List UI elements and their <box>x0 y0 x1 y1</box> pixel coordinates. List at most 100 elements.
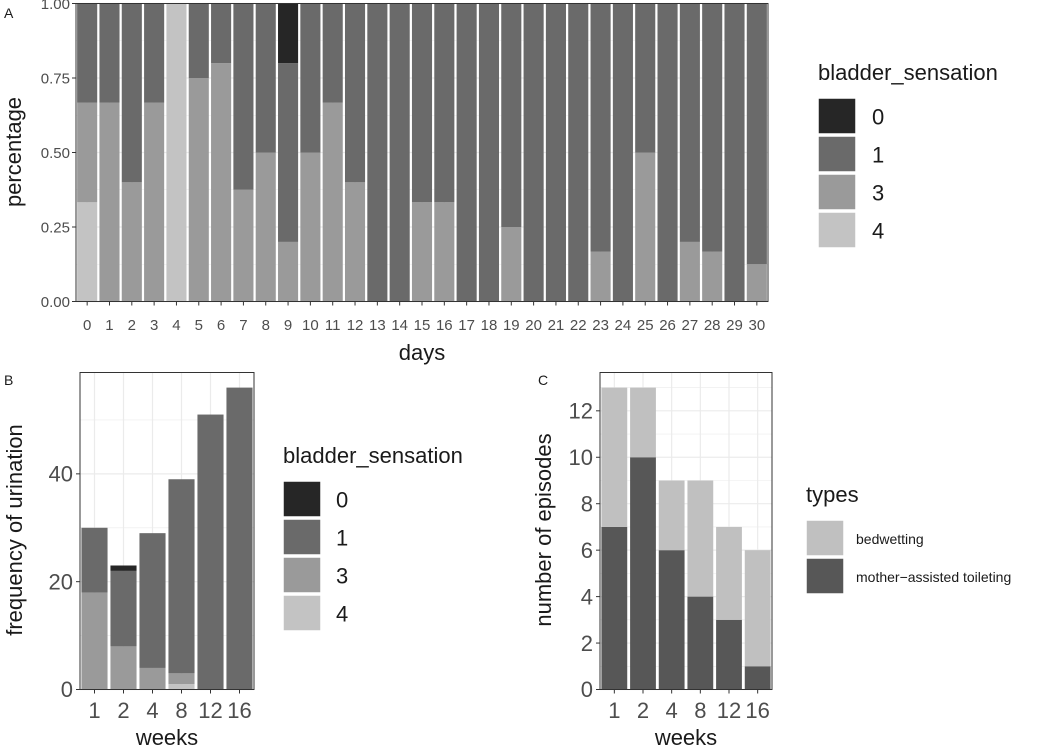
b-bar-segment-8-4 <box>168 684 195 690</box>
a-bar-segment-0-3 <box>77 102 98 203</box>
a-xtick-label: 26 <box>659 317 676 334</box>
c-xtick-label: 1 <box>608 698 620 723</box>
a-bar-segment-25-1 <box>635 3 656 153</box>
a-bar-segment-9-0 <box>278 3 299 64</box>
a-xtick-label: 22 <box>570 317 587 334</box>
a-xtick-label: 20 <box>525 317 542 334</box>
a-bar-segment-22-1 <box>568 3 589 302</box>
a-ytick-label: 0.50 <box>41 145 70 162</box>
a-xtick-label: 7 <box>239 317 247 334</box>
a-bar-segment-10-3 <box>300 152 321 302</box>
b-xtick-label: 4 <box>146 698 158 723</box>
a-bar-segment-21-1 <box>545 3 566 302</box>
panel-a-xticks: 0 1 2 3 4 5 6 7 8 9 10 11 12 13 14 15 16 17 18 19 20 21 22 23 24… <box>83 301 765 334</box>
b-xtick-label: 12 <box>198 698 222 723</box>
a-bar-segment-4-4 <box>166 3 187 302</box>
a-bar-segment-23-1 <box>590 3 611 252</box>
a-xtick-label: 15 <box>414 317 431 334</box>
c-legend-key <box>805 519 845 557</box>
a-bar-segment-1-3 <box>99 102 120 302</box>
a-bar-segment-29-1 <box>724 3 745 302</box>
a-bar-segment-5-3 <box>188 78 209 302</box>
a-bar-segment-28-3 <box>702 251 723 302</box>
c-ytick-label: 10 <box>569 445 593 470</box>
b-bar-segment-2-1 <box>110 570 137 647</box>
a-legend-key <box>817 211 857 249</box>
b-bar-segment-1-3 <box>81 592 108 690</box>
a-xtick-label: 0 <box>83 317 91 334</box>
a-bar-segment-2-3 <box>121 182 142 302</box>
panel-a-xlabel: days <box>399 340 445 365</box>
b-bar-segment-8-1 <box>168 479 195 674</box>
a-legend-label: 3 <box>872 181 884 206</box>
panel-b-grid <box>80 372 254 691</box>
a-bar-segment-13-1 <box>367 3 388 302</box>
a-xtick-label: 25 <box>637 317 654 334</box>
a-bar-segment-24-1 <box>612 3 633 302</box>
b-ytick-label: 0 <box>61 677 73 702</box>
a-bar-segment-27-1 <box>679 3 700 242</box>
c-xtick-label: 16 <box>745 698 769 723</box>
a-bar-segment-20-1 <box>523 3 544 302</box>
c-legend-key <box>805 557 845 595</box>
c-xtick-label: 8 <box>694 698 706 723</box>
a-bar-segment-12-1 <box>344 3 366 183</box>
c-bar-segment-4-bedwetting <box>658 480 685 551</box>
panel-a-yticks: 0.00 0.25 0.50 0.75 1.00 <box>41 0 76 311</box>
b-bar-segment-2-0 <box>110 565 137 571</box>
panel-c-border <box>599 372 773 690</box>
a-ytick-label: 0.25 <box>41 219 70 236</box>
a-xtick-label: 29 <box>726 317 743 334</box>
a-bar-segment-11-3 <box>322 102 343 302</box>
a-xtick-label: 8 <box>262 317 270 334</box>
a-xtick-label: 18 <box>481 317 498 334</box>
a-xtick-label: 11 <box>325 317 341 334</box>
a-xtick-label: 6 <box>217 317 225 334</box>
a-xtick-label: 30 <box>748 317 765 334</box>
a-bar-segment-15-3 <box>411 202 433 302</box>
panel-b-legend: bladder_sensation 0 1 3 4 <box>282 443 463 632</box>
b-ytick-label: 20 <box>49 569 73 594</box>
a-xtick-label: 10 <box>302 317 319 334</box>
b-bar-segment-2-3 <box>110 646 137 690</box>
c-bar-segment-2-bedwetting <box>630 387 656 458</box>
a-bar-segment-14-1 <box>389 3 410 302</box>
a-xtick-label: 14 <box>391 317 408 334</box>
c-ytick-label: 4 <box>581 584 593 609</box>
panel-c-legend-title: types <box>806 482 859 507</box>
a-bar-segment-30-1 <box>746 3 767 265</box>
c-bar-segment-16-bedwetting <box>744 550 771 667</box>
b-bar-segment-16-1 <box>226 387 253 690</box>
a-bar-segment-8-1 <box>255 3 276 153</box>
panel-c-ylabel: number of episodes <box>531 433 556 626</box>
a-legend-label: 1 <box>872 143 884 168</box>
a-bar-segment-19-3 <box>501 227 522 302</box>
a-bar-segment-25-3 <box>635 152 656 302</box>
a-bar-segment-15-1 <box>411 3 433 203</box>
c-bar-segment-1-mother-assisted-toileting <box>601 526 628 690</box>
panel-c-xlabel: weeks <box>654 725 717 750</box>
a-bar-segment-0-1 <box>77 3 98 103</box>
a-bar-segment-2-1 <box>121 3 142 183</box>
a-xtick-label: 16 <box>436 317 453 334</box>
a-bar-segment-17-1 <box>456 3 477 302</box>
b-legend-label: 0 <box>336 488 348 513</box>
a-bar-segment-16-3 <box>434 202 455 302</box>
b-legend-label: 3 <box>336 564 348 589</box>
a-xtick-label: 13 <box>369 317 386 334</box>
a-bar-segment-26-1 <box>657 3 678 302</box>
c-legend-label: mother−assisted toileting <box>856 569 1011 585</box>
a-legend-key <box>817 97 857 135</box>
panel-a-label: A <box>4 5 14 21</box>
b-plot-background <box>80 372 254 690</box>
a-xtick-label: 23 <box>592 317 609 334</box>
b-ytick-label: 40 <box>49 462 73 487</box>
b-bar-segment-4-3 <box>139 667 166 690</box>
c-ytick-label: 12 <box>569 399 593 424</box>
panel-b-bars <box>81 387 253 690</box>
panel-b-xlabel: weeks <box>135 725 198 750</box>
a-xtick-label: 19 <box>503 317 520 334</box>
b-xtick-label: 16 <box>227 698 251 723</box>
a-xtick-label: 12 <box>347 317 364 334</box>
a-bar-segment-16-1 <box>434 3 455 203</box>
